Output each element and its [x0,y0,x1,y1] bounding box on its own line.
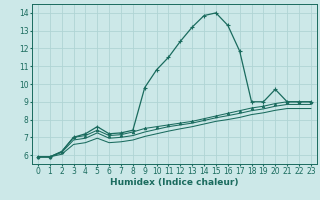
X-axis label: Humidex (Indice chaleur): Humidex (Indice chaleur) [110,178,239,187]
